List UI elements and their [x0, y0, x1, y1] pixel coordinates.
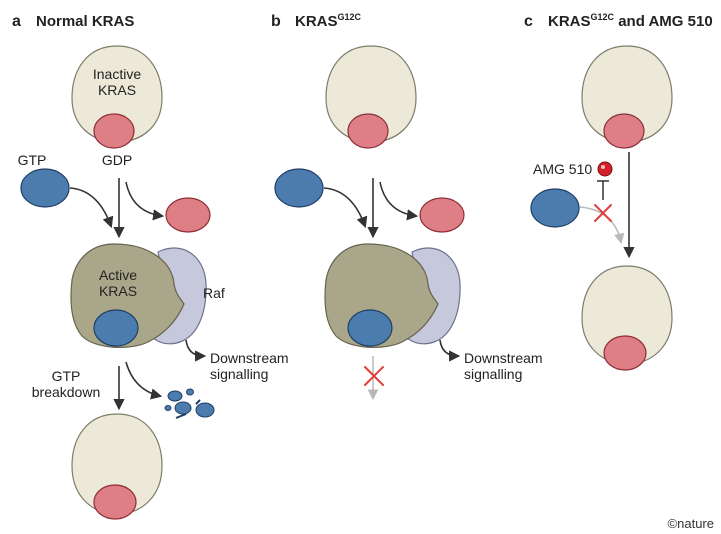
downstream-label-a-line2: signalling — [210, 366, 268, 382]
amg510-drug-icon — [597, 161, 613, 177]
arrow-blocked-gtp-binding-c — [579, 206, 625, 245]
gtp-free-a — [20, 168, 70, 208]
panel-a-title: Normal KRAS — [36, 13, 134, 30]
panel-b-letter: b — [271, 13, 281, 30]
panel-b-title-sup: G12C — [338, 12, 362, 22]
gdp-bound-c — [603, 113, 645, 149]
gtp-free-c — [530, 188, 580, 228]
gtp-bound-a — [93, 309, 139, 347]
gtp-fragments — [164, 388, 215, 419]
block-cross-icon-c — [594, 204, 612, 222]
panel-c-title: KRASG12C and AMG 510 — [548, 12, 713, 30]
panel-b-title-main: KRAS — [295, 13, 338, 30]
gtp-breakdown-label-line1: GTP — [52, 368, 81, 384]
amg510-label: AMG 510 — [533, 161, 592, 177]
arrow-gtp-binding-a — [69, 187, 114, 229]
gdp-released-b — [419, 197, 465, 233]
panel-b-title: KRASG12C — [295, 12, 362, 30]
nature-credit: ©nature — [668, 516, 714, 531]
panel-c-letter: c — [524, 13, 533, 30]
arrow-gtp-fragments-a — [125, 361, 163, 400]
arrow-downstream-a — [185, 339, 207, 362]
panel-c: c KRASG12C and AMG 510 AMG 510 — [524, 12, 713, 371]
arrow-gtp-binding-b — [323, 187, 368, 229]
gdp-bound-bottom-c — [603, 335, 647, 371]
gdp-label: GDP — [102, 152, 132, 168]
panel-c-title-main: KRAS — [548, 13, 591, 30]
gdp-bound-bottom-a — [93, 484, 137, 520]
gdp-bound-b — [347, 113, 389, 149]
arrow-gdp-release-b — [379, 181, 419, 221]
panel-c-title-rest: and AMG 510 — [614, 13, 713, 30]
active-kras-label-line2: KRAS — [99, 283, 137, 299]
downstream-label-b-line1: Downstream — [464, 350, 543, 366]
inactive-kras-label-line2: KRAS — [98, 82, 136, 98]
amg510-highlight — [601, 165, 605, 169]
inactive-kras-label-line1: Inactive — [93, 66, 141, 82]
panel-a-letter: a — [12, 13, 21, 30]
raf-label: Raf — [203, 285, 225, 301]
block-cross-icon-b — [364, 366, 384, 386]
downstream-label-b-line2: signalling — [464, 366, 522, 382]
gtp-breakdown-label-line2: breakdown — [32, 384, 101, 400]
active-kras-label-line1: Active — [99, 267, 137, 283]
gtp-free-b — [274, 168, 324, 208]
downstream-label-a-line1: Downstream — [210, 350, 289, 366]
arrow-gdp-release-a — [125, 181, 165, 221]
gtp-label: GTP — [18, 152, 47, 168]
gtp-bound-b — [347, 309, 393, 347]
gdp-bound-a — [93, 113, 135, 149]
gdp-released-a — [165, 197, 211, 233]
arrow-downstream-b — [439, 339, 461, 362]
panel-c-title-sup: G12C — [591, 12, 615, 22]
panel-b: b KRASG12C Downstream signalling — [271, 12, 543, 401]
panel-a: a Normal KRAS Inactive KRAS GTP GDP Acti… — [12, 13, 289, 520]
